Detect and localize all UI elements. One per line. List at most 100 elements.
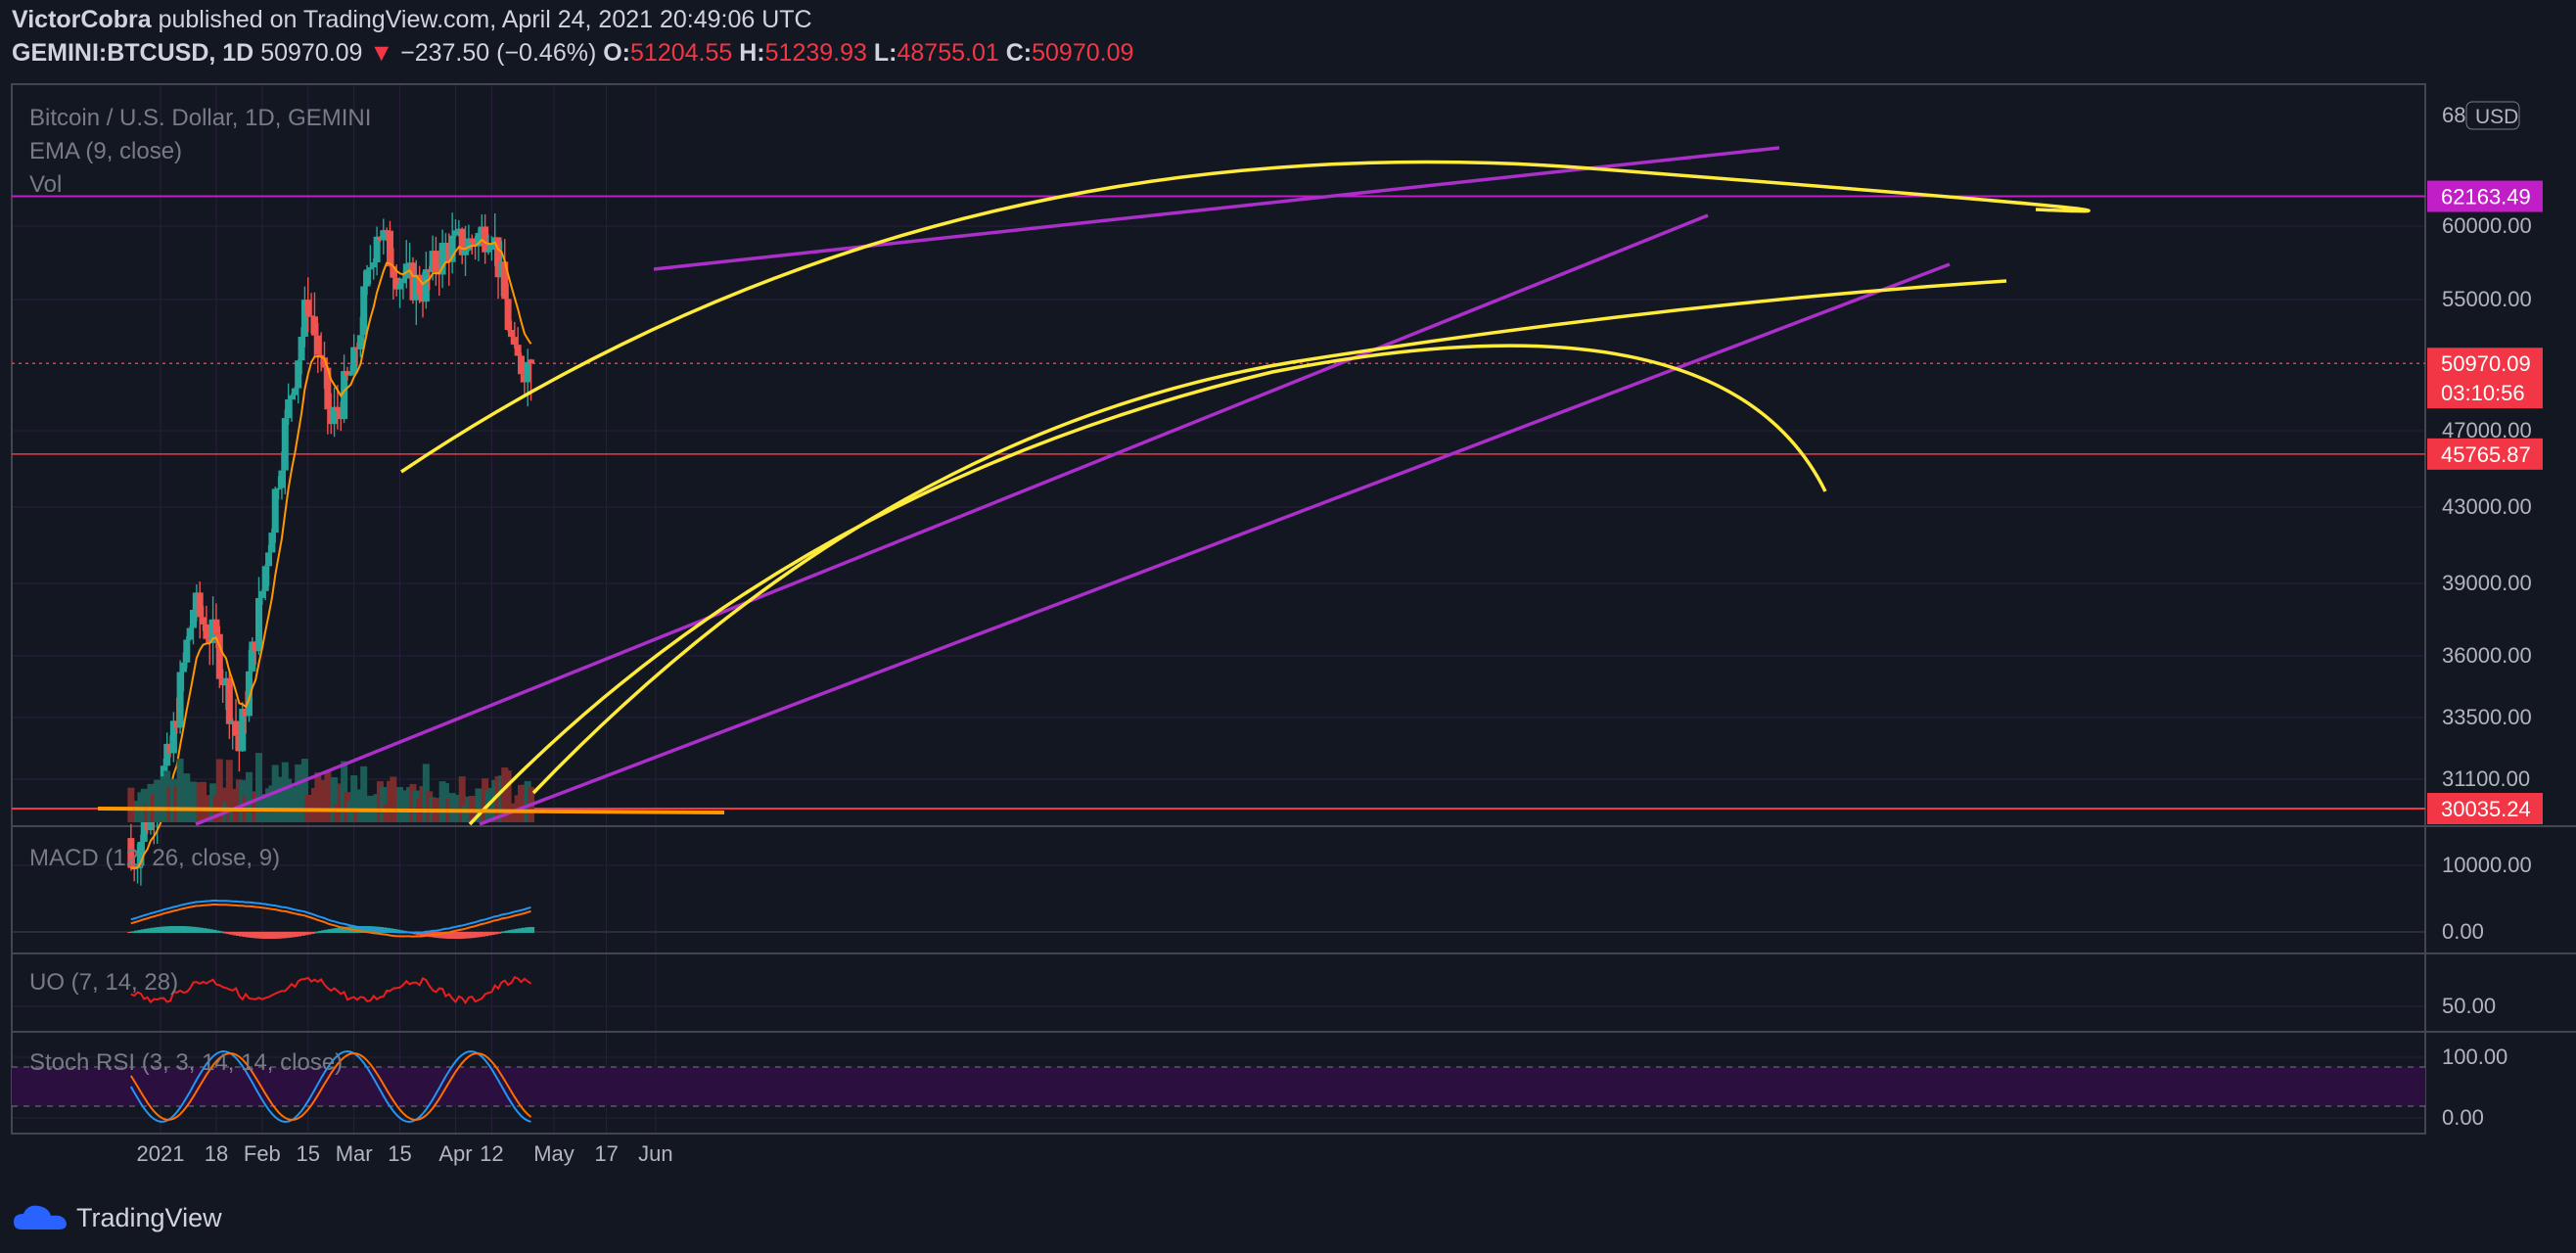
- support-line: [97, 807, 725, 814]
- close-label: C:: [1005, 39, 1033, 67]
- candle-body: [169, 720, 177, 754]
- candle-body: [310, 316, 318, 336]
- macd-legend: MACD (12, 26, close, 9): [29, 845, 280, 871]
- high-value: 51239.93: [764, 39, 867, 67]
- candle-body: [212, 619, 220, 634]
- close-value: 50970.09: [1032, 39, 1134, 67]
- time-axis-label: 15: [297, 1141, 320, 1166]
- candle-body: [507, 329, 515, 338]
- candle-body: [179, 662, 187, 673]
- currency-badge: [2465, 101, 2520, 130]
- ohlc-line: GEMINI:BTCUSD, 1D 50970.09 ▼ −237.50 (−0…: [12, 39, 1133, 68]
- price-tag: [2427, 348, 2543, 380]
- candle-body: [324, 367, 332, 410]
- candle-body: [196, 592, 204, 618]
- candle-body: [448, 235, 456, 262]
- price-axis-label: 68: [2442, 103, 2465, 127]
- candle-body: [176, 672, 184, 728]
- candle-body: [300, 300, 308, 337]
- candle-body: [258, 590, 266, 598]
- candle-body: [239, 709, 247, 752]
- candle-body: [245, 671, 253, 717]
- uo-legend: UO (7, 14, 28): [29, 969, 178, 996]
- candle-body: [307, 315, 315, 317]
- tradingview-logo[interactable]: TradingView: [12, 1202, 222, 1233]
- candle-body: [140, 821, 148, 842]
- horizontal-levels: [12, 195, 2425, 810]
- rising-trendline: [195, 213, 1709, 826]
- candle-body: [514, 345, 522, 356]
- volume-bar: [458, 776, 466, 822]
- candle-body: [422, 269, 430, 302]
- candle-body: [366, 267, 374, 270]
- candle-body: [458, 228, 466, 255]
- candle-body: [432, 251, 439, 272]
- candle-body: [225, 677, 233, 724]
- candle-body: [127, 838, 135, 868]
- high-label: H:: [739, 39, 765, 67]
- price-axis-label: 60000.00: [2442, 213, 2532, 238]
- volume-bar: [504, 770, 512, 822]
- time-axis-label: Jun: [638, 1141, 672, 1166]
- candle-body: [380, 230, 388, 241]
- time-axis-label: 15: [388, 1141, 411, 1166]
- candle-body: [281, 418, 289, 471]
- volume-bar: [475, 788, 483, 822]
- candle-body: [462, 250, 470, 255]
- candle-body: [344, 371, 351, 376]
- price-axis-label: 39000.00: [2442, 571, 2532, 595]
- candle-body: [285, 398, 293, 419]
- candle-body: [511, 337, 519, 346]
- candle-body: [295, 360, 302, 389]
- candle-body: [373, 236, 381, 263]
- stoch-band: [12, 1067, 2425, 1106]
- macd-axis-label: 0.00: [2442, 919, 2484, 944]
- candle-body: [304, 300, 312, 316]
- price-tag-text: 45765.87: [2441, 442, 2531, 467]
- volume-bar: [255, 753, 262, 822]
- candle-body: [288, 394, 296, 399]
- open-value: 51204.55: [630, 39, 733, 67]
- candle-body: [363, 269, 371, 287]
- uo-line: [130, 975, 532, 1005]
- candle-body: [465, 238, 473, 251]
- candle-body: [360, 286, 368, 336]
- candle-body: [314, 335, 322, 355]
- candle-body: [186, 627, 194, 640]
- candle-body: [278, 470, 286, 488]
- candle-body: [291, 388, 299, 395]
- candles: [127, 212, 535, 886]
- candle-body: [494, 237, 502, 278]
- candle-body: [370, 262, 378, 268]
- down-arrow-icon: ▼: [369, 39, 394, 67]
- volume-bar: [360, 766, 368, 822]
- price-axis-label: 31100.00: [2442, 766, 2530, 791]
- author-name[interactable]: VictorCobra: [12, 6, 152, 33]
- time-axis-label: Apr: [438, 1141, 472, 1166]
- candle-body: [484, 250, 492, 253]
- price-axis-label: 33500.00: [2442, 705, 2532, 729]
- candle-body: [331, 406, 339, 425]
- price-axis-label: 47000.00: [2442, 418, 2532, 442]
- candle-body: [346, 373, 354, 376]
- macd-axis-label: 10000.00: [2442, 853, 2532, 877]
- candle-body: [334, 406, 342, 411]
- trendlines: [97, 146, 2091, 826]
- price-tag-text: 30035.24: [2441, 797, 2531, 821]
- candle-body: [475, 232, 483, 247]
- main-legend-title: Bitcoin / U.S. Dollar, 1D, GEMINI: [29, 105, 371, 131]
- arc-curve-middle: [531, 279, 2007, 795]
- candle-body: [350, 347, 358, 374]
- price-tag: [2427, 180, 2543, 212]
- low-label: L:: [873, 39, 897, 67]
- price-tag-text: 50970.09: [2441, 351, 2531, 376]
- volume-bar: [300, 759, 308, 822]
- candle-body: [321, 357, 328, 368]
- arc-curve-lower: [468, 344, 1827, 826]
- time-axis-label: 2021: [137, 1141, 185, 1166]
- candle-body: [356, 335, 364, 349]
- open-label: O:: [603, 39, 631, 67]
- publish-info: published on TradingView.com, April 24, …: [158, 6, 812, 33]
